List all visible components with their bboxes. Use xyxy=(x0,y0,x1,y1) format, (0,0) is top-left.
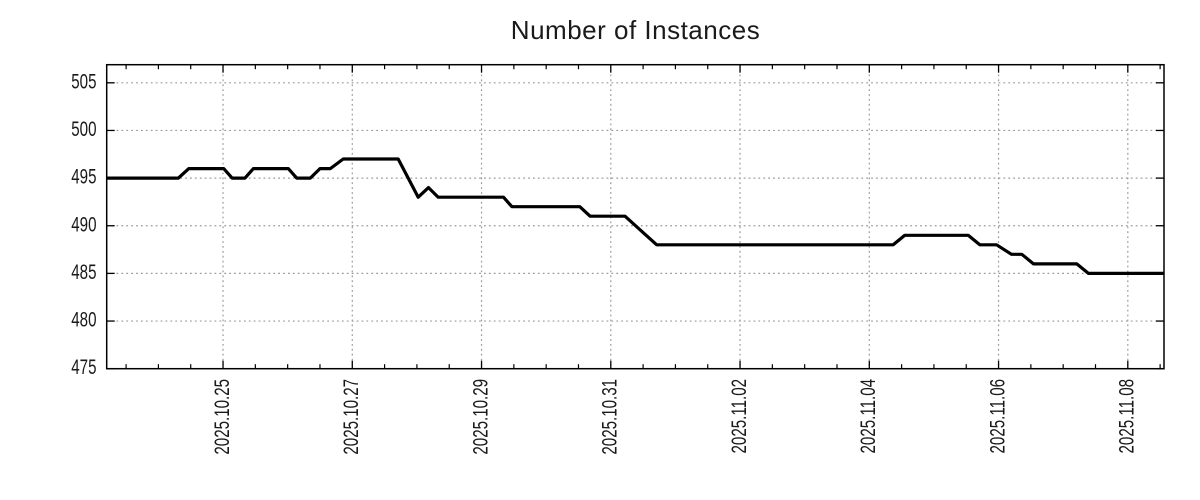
x-tick-label: 2025.10.27 xyxy=(339,379,363,455)
x-tick-label: 2025.11.02 xyxy=(726,379,750,453)
y-tick-label: 485 xyxy=(71,259,96,283)
chart-title: Number of Instances xyxy=(510,15,761,45)
x-tick-label: 2025.10.31 xyxy=(597,379,621,455)
plot-border xyxy=(105,63,1165,370)
x-tick-label: 2025.11.06 xyxy=(985,379,1009,453)
y-tick-label: 475 xyxy=(71,355,96,379)
x-tick-label: 2025.10.29 xyxy=(468,379,492,455)
series-line xyxy=(106,157,1164,275)
y-tick-label: 495 xyxy=(71,164,96,188)
x-tick-label: 2025.11.04 xyxy=(856,379,880,453)
x-tick-label: 2025.10.25 xyxy=(209,379,233,455)
x-tick-label: 2025.11.08 xyxy=(1114,379,1138,453)
y-tick-label: 505 xyxy=(71,69,96,93)
y-tick-label: 500 xyxy=(71,116,96,140)
y-tick-label: 490 xyxy=(71,212,96,236)
y-tick-label: 480 xyxy=(71,307,96,331)
